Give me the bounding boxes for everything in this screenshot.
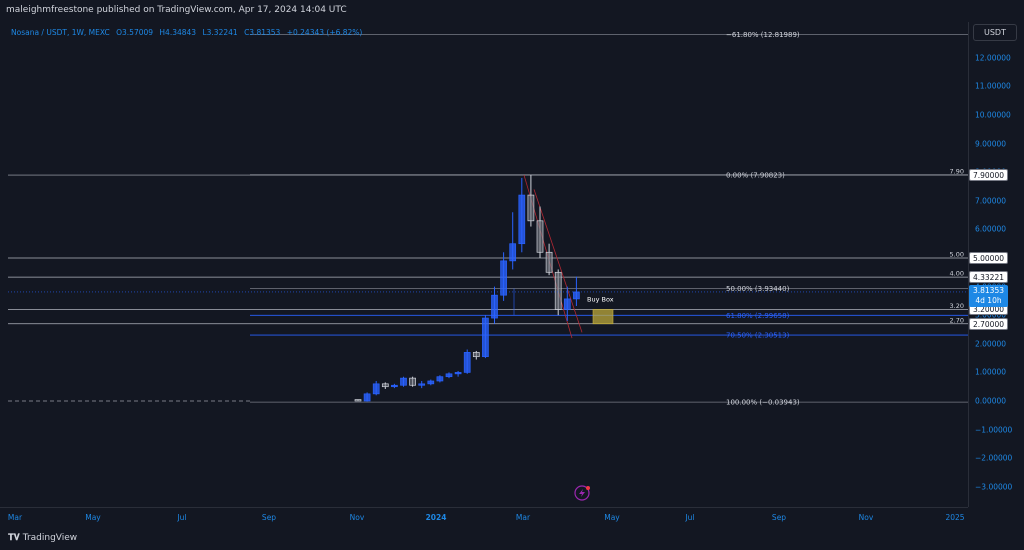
candle-body	[463, 352, 471, 373]
current-price-box: 3.81353 4d 10h	[969, 284, 1008, 307]
publish-header: maleighmfreestone published on TradingVi…	[0, 0, 1024, 22]
horizontal-line-label: 5.00	[950, 251, 964, 259]
candle-body	[372, 383, 380, 395]
candle-body	[400, 377, 407, 386]
candle-body	[381, 383, 389, 388]
buy-box-label: Buy Box	[587, 295, 614, 303]
current-price-value: 3.81353	[972, 285, 1004, 295]
horizontal-line-label: 3.20	[950, 302, 964, 310]
candle-body	[482, 317, 489, 358]
price-tick-label: 2.00000	[975, 339, 1007, 349]
candle-body	[518, 194, 526, 245]
buy-box	[592, 309, 614, 325]
candle-body	[436, 376, 444, 382]
symbol-legend[interactable]: Nosana / USDT, 1W, MEXC O3.57009 H4.3484…	[11, 28, 366, 37]
time-tick-label: May	[604, 513, 620, 522]
price-tick-label: 9.00000	[975, 139, 1007, 149]
price-tick-label: 0.00000	[975, 396, 1007, 406]
publish-info: maleighmfreestone published on TradingVi…	[6, 5, 347, 15]
tradingview-logo[interactable]: 𝐓𝐕 TradingView	[8, 533, 77, 543]
price-tick-label: 6.00000	[975, 224, 1007, 234]
lightning-icon	[574, 485, 590, 501]
time-tick-label: Nov	[858, 513, 874, 522]
price-tick-label: 1.00000	[975, 367, 1007, 377]
candle-body	[409, 377, 416, 386]
time-tick-label: Jul	[177, 513, 187, 522]
ohlc-change: +0.24343 (+6.82%)	[286, 28, 363, 37]
price-tick-label: −1.00000	[975, 425, 1013, 435]
candle-body	[427, 380, 435, 385]
fib-level-label: 50.00% (3.93440)	[726, 285, 790, 293]
candle-body	[573, 291, 580, 300]
footer: 𝐓𝐕 TradingView	[0, 527, 1024, 550]
candlestick-chart[interactable]: −61.80% (12.81989)0.00% (7.90823)50.00% …	[0, 22, 968, 507]
symbol-name[interactable]: Nosana / USDT, 1W, MEXC	[11, 28, 110, 37]
price-box-label: 4.33221	[969, 271, 1008, 284]
candle-body	[391, 384, 398, 388]
fib-level-label: 100.00% (−0.03943)	[726, 399, 800, 407]
time-tick-label: Sep	[261, 513, 277, 522]
time-tick-label: Nov	[349, 513, 365, 522]
price-axis[interactable]	[968, 22, 1024, 507]
time-tick-label: Jul	[685, 513, 695, 522]
time-tick-label: Mar	[7, 513, 23, 522]
horizontal-line-label: 4.00	[950, 270, 964, 278]
trend-line	[533, 189, 583, 333]
candle-body	[354, 399, 362, 402]
time-tick-label: 2024	[425, 513, 447, 522]
candle-body	[563, 298, 571, 310]
candle-body	[418, 383, 426, 386]
candle-body	[509, 243, 517, 262]
candle-body	[554, 271, 562, 310]
candle-body	[445, 373, 453, 378]
candle-body	[545, 251, 553, 273]
time-tick-label: Sep	[771, 513, 787, 522]
time-tick-label: May	[85, 513, 101, 522]
horizontal-line-label: 7.90	[950, 168, 964, 176]
price-box-label: 7.90000	[969, 169, 1008, 182]
notification-dot	[586, 486, 590, 490]
candle-body	[363, 393, 371, 402]
time-axis[interactable]: Mar May Jul Sep Nov 2024 Mar May Jul Sep Nov 2025	[0, 507, 968, 527]
price-tick-label: 11.00000	[975, 81, 1011, 91]
currency-button[interactable]: USDT	[973, 24, 1017, 41]
price-box-label: 5.00000	[969, 252, 1008, 264]
time-tick-label: 2025	[945, 513, 965, 522]
brand-name: TradingView	[22, 533, 78, 543]
candle-body	[527, 194, 535, 222]
fib-level-label: −61.80% (12.81989)	[726, 31, 800, 39]
price-tick-label: −3.00000	[975, 482, 1013, 492]
candle-body	[491, 294, 498, 319]
price-tick-label: 7.00000	[975, 196, 1007, 206]
ohlc-open: O3.57009	[116, 28, 154, 37]
chart-pane[interactable]: −61.80% (12.81989) 0.00% (7.90823) 50.00% …	[0, 22, 968, 507]
candle-body	[472, 352, 480, 358]
tv-logo-icon: 𝐓𝐕	[8, 533, 20, 543]
price-box-label: 2.70000	[969, 317, 1008, 330]
candle-body	[536, 220, 544, 253]
ohlc-close: C3.81353	[244, 28, 281, 37]
candle-body	[454, 372, 462, 375]
fib-level-label: 70.50% (2.30513)	[726, 332, 790, 340]
ohlc-low: L3.32241	[202, 28, 238, 37]
price-tick-label: 12.00000	[975, 53, 1011, 63]
price-tick-label: −2.00000	[975, 453, 1013, 463]
ohlc-high: H4.34843	[159, 28, 197, 37]
candle-body	[500, 260, 507, 296]
bar-countdown: 4d 10h	[975, 295, 1002, 305]
time-tick-label: Mar	[515, 513, 531, 522]
horizontal-line-label: 2.70	[950, 316, 964, 324]
price-tick-label: 10.00000	[975, 110, 1011, 120]
fib-level-label: 61.80% (2.99658)	[726, 312, 790, 320]
lightning-bolt	[579, 489, 585, 497]
